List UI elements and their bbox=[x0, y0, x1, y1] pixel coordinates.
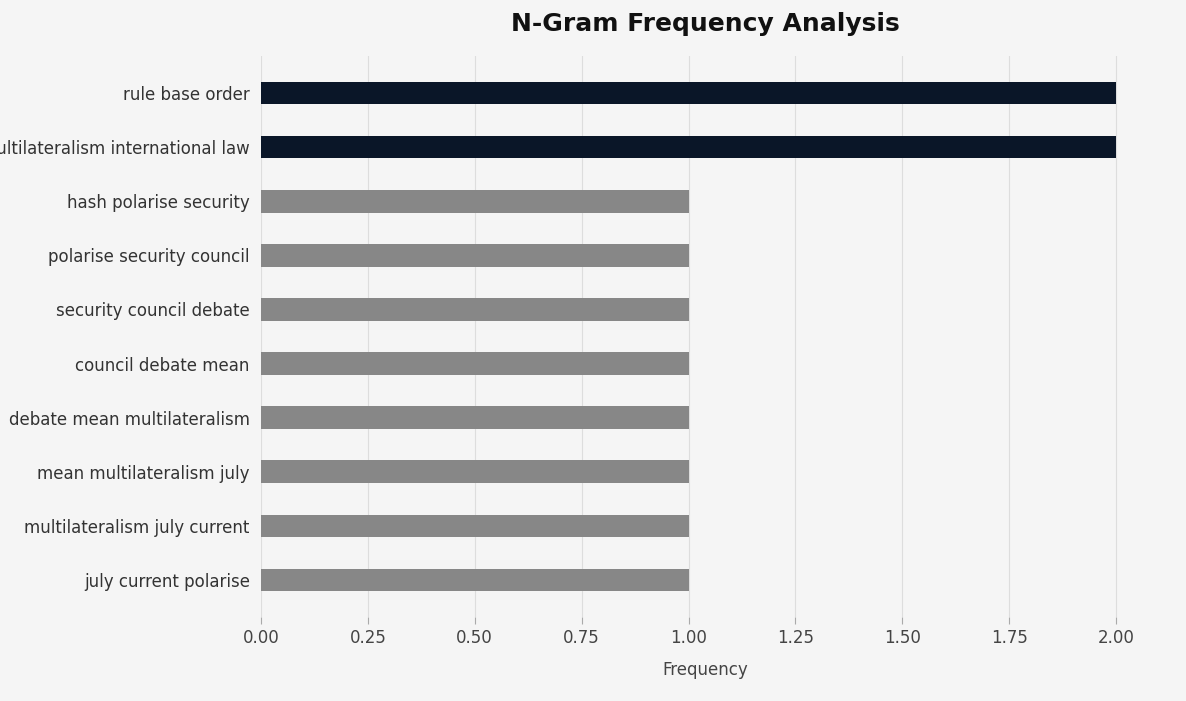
X-axis label: Frequency: Frequency bbox=[663, 660, 748, 679]
Bar bbox=[261, 352, 689, 375]
Bar bbox=[261, 569, 689, 592]
Bar bbox=[261, 190, 689, 212]
Bar bbox=[261, 244, 689, 266]
Bar bbox=[261, 136, 1116, 158]
Bar bbox=[261, 81, 1116, 104]
Bar bbox=[261, 515, 689, 537]
Title: N-Gram Frequency Analysis: N-Gram Frequency Analysis bbox=[511, 12, 900, 36]
Bar bbox=[261, 407, 689, 429]
Bar bbox=[261, 461, 689, 483]
Bar bbox=[261, 298, 689, 321]
